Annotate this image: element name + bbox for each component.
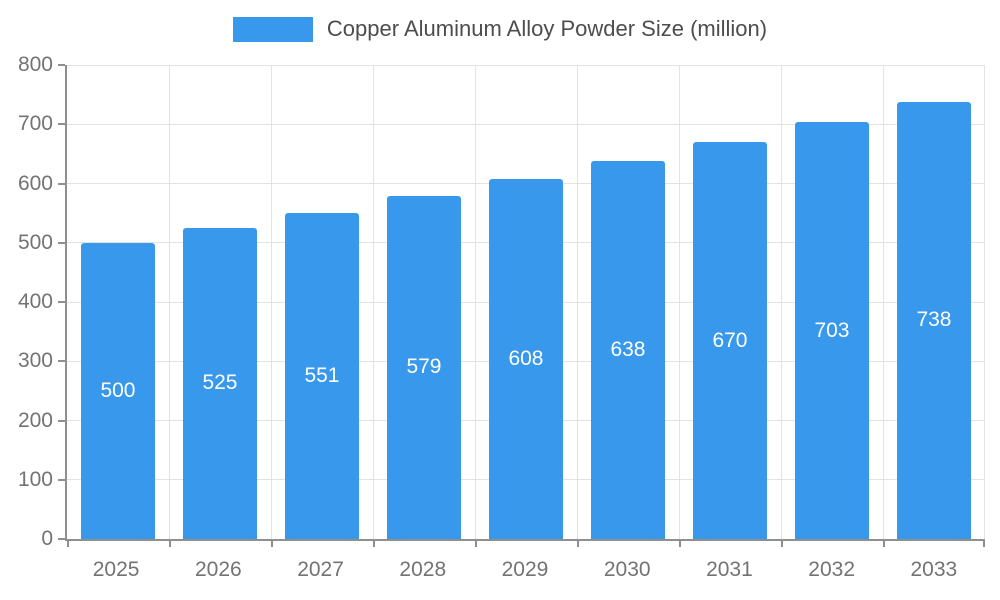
y-axis-tick xyxy=(58,182,65,185)
x-tick-label: 2029 xyxy=(501,558,549,581)
y-axis-tick xyxy=(58,538,65,540)
bar: 608 xyxy=(489,178,563,539)
y-tick-label: 800 xyxy=(17,53,53,76)
gridline-horizontal xyxy=(67,65,985,66)
x-axis-tick xyxy=(169,539,171,547)
bar-value-label: 608 xyxy=(508,346,544,370)
x-tick-label: 2026 xyxy=(194,558,242,581)
y-axis-tick xyxy=(58,241,65,244)
bar-value-label: 525 xyxy=(202,371,238,395)
x-axis-tick xyxy=(373,539,375,547)
bar-value-label: 638 xyxy=(610,338,646,361)
x-tick-label: 2027 xyxy=(297,558,344,581)
gridline-vertical xyxy=(577,65,578,539)
bar-value-label: 738 xyxy=(916,308,952,332)
bar-value-label: 551 xyxy=(304,363,340,387)
y-axis-tick xyxy=(58,64,65,66)
x-axis-tick xyxy=(781,539,783,547)
gridline-vertical xyxy=(475,65,476,539)
y-tick-label: 0 xyxy=(41,527,53,550)
x-axis-tick xyxy=(475,539,477,547)
x-tick-label: 2031 xyxy=(706,558,753,581)
plot-area: 500 525 551 579 608 638 670 703 738 xyxy=(58,64,985,547)
x-axis-tick xyxy=(679,539,681,547)
bar: 500 xyxy=(81,242,155,539)
y-axis-tick xyxy=(58,301,65,303)
x-tick-label: 2032 xyxy=(808,558,855,581)
x-axis-tick xyxy=(67,539,69,547)
y-axis-tick xyxy=(58,123,65,126)
x-tick-label: 2030 xyxy=(603,558,651,581)
bar-value-label: 500 xyxy=(100,378,136,402)
gridline-vertical xyxy=(169,65,170,539)
y-axis-labels: 0 100 200 300 400 500 600 700 800 xyxy=(0,53,65,550)
x-axis-tick xyxy=(883,539,885,547)
gridline-vertical xyxy=(781,65,782,539)
bar: 670 xyxy=(693,142,767,539)
y-tick-label: 100 xyxy=(17,467,53,491)
y-axis-tick xyxy=(58,478,65,481)
x-tick-label: 2028 xyxy=(399,558,447,581)
x-tick-label: 2033 xyxy=(910,558,958,581)
y-tick-label: 600 xyxy=(17,171,53,195)
gridline-vertical xyxy=(679,65,680,539)
y-tick-label: 200 xyxy=(17,408,53,432)
y-axis-tick xyxy=(58,360,65,363)
gridline-vertical xyxy=(373,65,374,539)
gridline-vertical xyxy=(271,65,272,539)
chart-title: Copper Aluminum Alloy Powder Size (milli… xyxy=(326,16,768,41)
y-tick-label: 500 xyxy=(17,230,53,254)
y-tick-label: 300 xyxy=(17,349,53,373)
x-tick-label: 2025 xyxy=(92,558,140,581)
bar: 525 xyxy=(183,227,257,539)
gridline-horizontal xyxy=(67,123,985,125)
bar-value-label: 670 xyxy=(712,328,748,352)
bar: 738 xyxy=(897,101,971,539)
legend-swatch xyxy=(232,16,313,42)
y-tick-label: 700 xyxy=(17,112,53,136)
chart-legend: Copper Aluminum Alloy Powder Size (milli… xyxy=(0,16,1000,42)
bar: 703 xyxy=(795,122,869,539)
y-axis-tick xyxy=(58,419,65,422)
x-axis-tick xyxy=(983,539,985,547)
bar-value-label: 579 xyxy=(406,355,442,379)
bar: 551 xyxy=(285,212,359,539)
bar-value-label: 703 xyxy=(814,318,850,342)
x-axis-labels: 2025 2026 2027 2028 2029 2030 2031 2032 2033 xyxy=(65,556,985,584)
gridline-vertical xyxy=(883,65,884,539)
bar: 579 xyxy=(387,195,461,539)
x-axis-tick xyxy=(271,539,273,547)
bar: 638 xyxy=(591,161,665,539)
x-axis-tick xyxy=(577,539,579,547)
y-tick-label: 400 xyxy=(17,290,53,313)
gridline-vertical xyxy=(984,65,985,539)
